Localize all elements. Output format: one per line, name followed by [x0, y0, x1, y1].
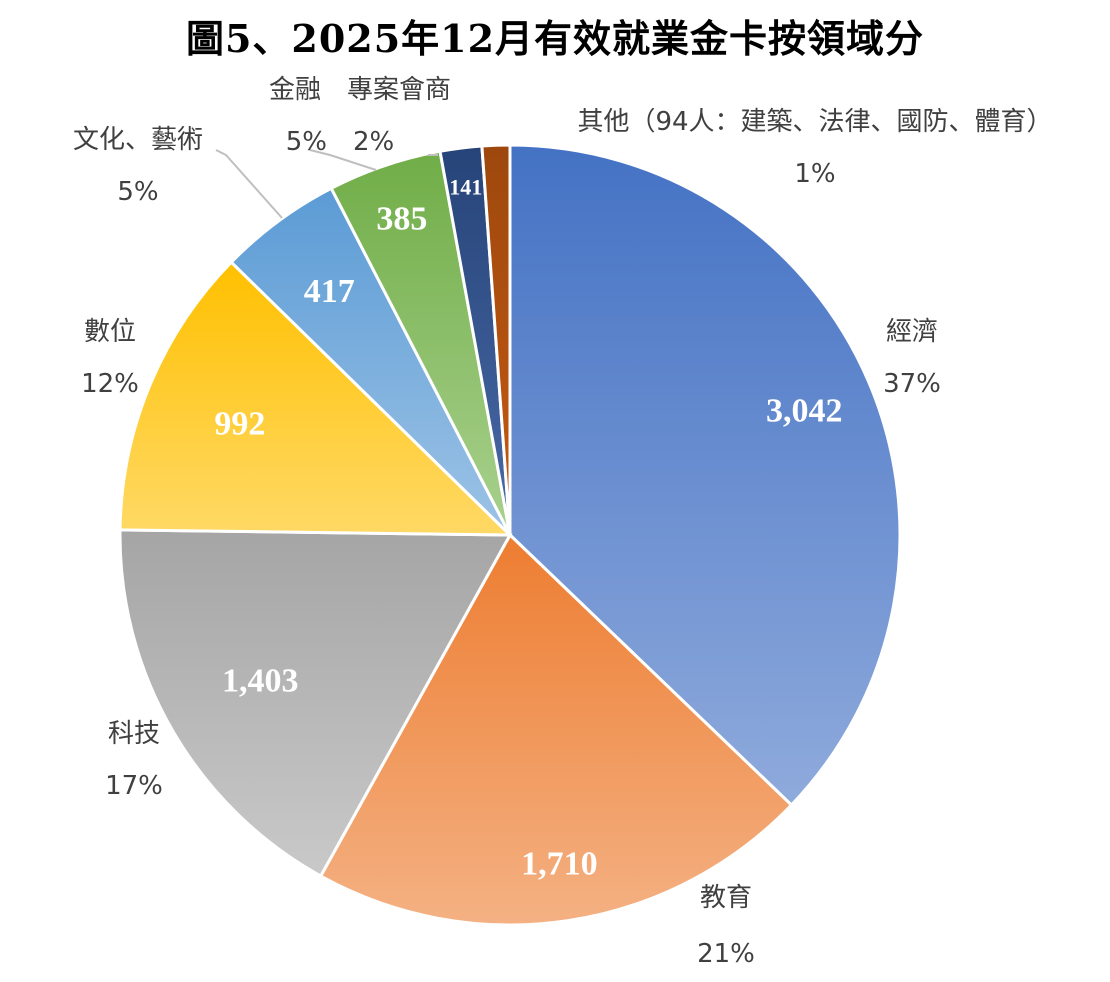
- pie-slices: [118, 143, 902, 927]
- slice-category-label: 教育: [700, 883, 752, 913]
- leader-line: [215, 149, 283, 219]
- slice-percent-label: 5%: [117, 177, 158, 207]
- slice-category-label: 金融 專案會商: [269, 75, 451, 105]
- slice-category-label: 數位: [84, 317, 136, 347]
- slice-category-label: 其他（94人：建築、法律、國防、體育）: [577, 107, 1052, 137]
- slice-percent-label: 37%: [883, 369, 941, 399]
- leader-lines: [215, 149, 438, 219]
- leader-line: [309, 149, 377, 171]
- slice-percent-label: 17%: [105, 771, 163, 801]
- pie-slice: [508, 143, 902, 808]
- slice-percent-label: 21%: [697, 939, 755, 969]
- slice-percent-label: 12%: [81, 369, 139, 399]
- slice-value-label: 141: [449, 175, 482, 200]
- slice-value-label: 992: [214, 406, 265, 443]
- pie-slice: [318, 532, 794, 927]
- slice-value-label: 417: [304, 273, 355, 310]
- slice-value-label: 385: [376, 200, 427, 237]
- chart-title: 圖5、2025年12月有效就業金卡按領域分: [185, 16, 925, 61]
- pie-slice: [480, 143, 512, 536]
- slice-category-label: 經濟: [886, 317, 938, 347]
- pie-slice: [118, 528, 513, 879]
- slice-category-label: 科技: [108, 719, 160, 749]
- slice-value-label: 3,042: [766, 393, 843, 430]
- slice-percent-label: 1%: [794, 159, 835, 189]
- slice-value-label: 1,403: [222, 663, 299, 700]
- pie-slice: [118, 260, 514, 537]
- slice-value-label: 1,710: [521, 846, 598, 883]
- slice-category-label: 文化、藝術: [73, 125, 203, 155]
- slice-percent-label: 5% 2%: [286, 127, 395, 157]
- pie-labels: 3,042 1,710 1,403 992 417 385 141 經濟 37% 教育 21% 科技 1…: [73, 75, 1053, 969]
